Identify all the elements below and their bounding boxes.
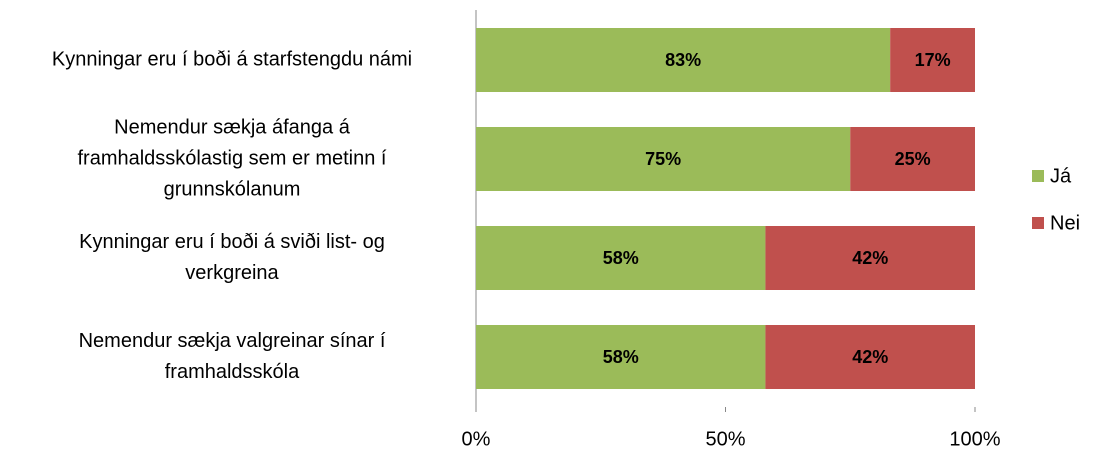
category-label: Kynningar eru í boði á starfstengdu námi xyxy=(51,48,413,71)
x-tick-label: 100% xyxy=(949,428,1000,450)
bar-segment xyxy=(850,127,975,191)
value-label: 42% xyxy=(852,248,888,268)
value-label: 58% xyxy=(603,248,639,268)
legend-swatch xyxy=(1032,217,1044,229)
category-label: Kynningar eru í boði á sviði list- og ve… xyxy=(79,231,385,284)
bar-segment xyxy=(476,226,766,290)
x-tick-label: 50% xyxy=(705,428,745,450)
bar-segment xyxy=(476,127,851,191)
legend-label: Nei xyxy=(1050,212,1080,234)
value-label: 83% xyxy=(665,50,701,70)
bar-segment xyxy=(890,28,975,92)
category-label: Nemendur sækja valgreinar sínar í framha… xyxy=(78,330,386,383)
category-label: Nemendur sækja áfanga á framhaldsskólast… xyxy=(77,116,387,201)
value-label: 75% xyxy=(645,149,681,169)
x-tick-label: 0% xyxy=(462,428,491,450)
value-label: 58% xyxy=(603,347,639,367)
bar-segment xyxy=(476,28,891,92)
legend-label: Já xyxy=(1050,165,1072,187)
bar-segment xyxy=(765,325,975,389)
bar-segment xyxy=(476,325,766,389)
legend-swatch xyxy=(1032,170,1044,182)
value-label: 17% xyxy=(915,50,951,70)
value-label: 42% xyxy=(852,347,888,367)
value-label: 25% xyxy=(895,149,931,169)
bar-segment xyxy=(765,226,975,290)
